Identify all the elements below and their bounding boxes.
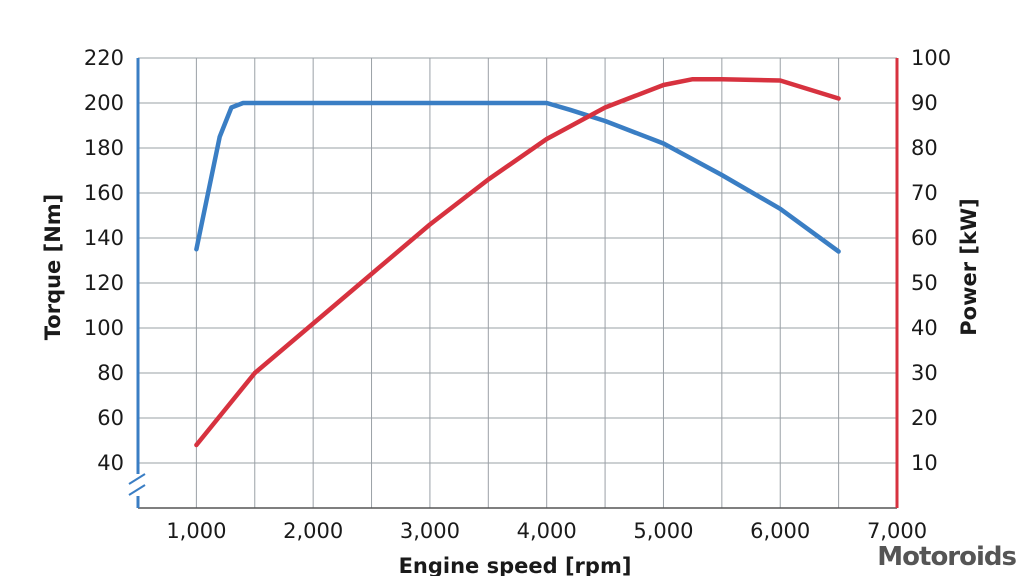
y-left-axis-title: Torque [Nm] xyxy=(41,194,65,341)
series-line-torque xyxy=(194,100,841,254)
y-right-tick-label: 40 xyxy=(911,316,938,340)
y-left-tick-label: 180 xyxy=(84,136,124,160)
y-right-axis-title: Power [kW] xyxy=(957,198,981,335)
y-left-tick-label: 140 xyxy=(84,226,124,250)
y-right-tick-label: 90 xyxy=(911,91,938,115)
y-right-tick-label: 10 xyxy=(911,451,938,475)
y-right-tick-label: 70 xyxy=(911,181,938,205)
axes xyxy=(128,58,899,509)
x-tick-label: 3,000 xyxy=(400,519,460,543)
y-left-tick-label: 200 xyxy=(84,91,124,115)
y-right-tick-label: 80 xyxy=(911,136,938,160)
x-tick-label: 1,000 xyxy=(166,519,226,543)
x-tick-label: 4,000 xyxy=(517,519,577,543)
y-right-tick-label: 20 xyxy=(911,406,938,430)
y-right-tick-label: 50 xyxy=(911,271,938,295)
series-line-power xyxy=(194,76,841,448)
tick-labels: 40 60 80 100 120 140 160 180 200 220 10 20 30 40 50 60 7… xyxy=(84,46,951,543)
y-left-tick-label: 100 xyxy=(84,316,124,340)
x-tick-label: 7,000 xyxy=(867,519,927,543)
y-left-tick-label: 120 xyxy=(84,271,124,295)
y-left-tick-label: 80 xyxy=(97,361,124,385)
x-tick-label: 5,000 xyxy=(633,519,693,543)
watermark-logo: Motoroids xyxy=(877,542,1017,572)
y-right-tick-label: 100 xyxy=(911,46,951,70)
x-axis-title: Engine speed [rpm] xyxy=(399,554,632,576)
x-tick-label: 2,000 xyxy=(283,519,343,543)
y-left-tick-label: 40 xyxy=(97,451,124,475)
y-left-tick-label: 60 xyxy=(97,406,124,430)
series-lines xyxy=(194,76,841,448)
axis-break-gap xyxy=(129,474,147,496)
axis-break-mark xyxy=(128,473,146,485)
axis-break-mark xyxy=(128,484,146,496)
y-left-tick-label: 220 xyxy=(84,46,124,70)
x-tick-label: 6,000 xyxy=(750,519,810,543)
y-left-tick-label: 160 xyxy=(84,181,124,205)
grid-lines xyxy=(138,57,897,508)
y-right-tick-label: 60 xyxy=(911,226,938,250)
y-right-tick-label: 30 xyxy=(911,361,938,385)
